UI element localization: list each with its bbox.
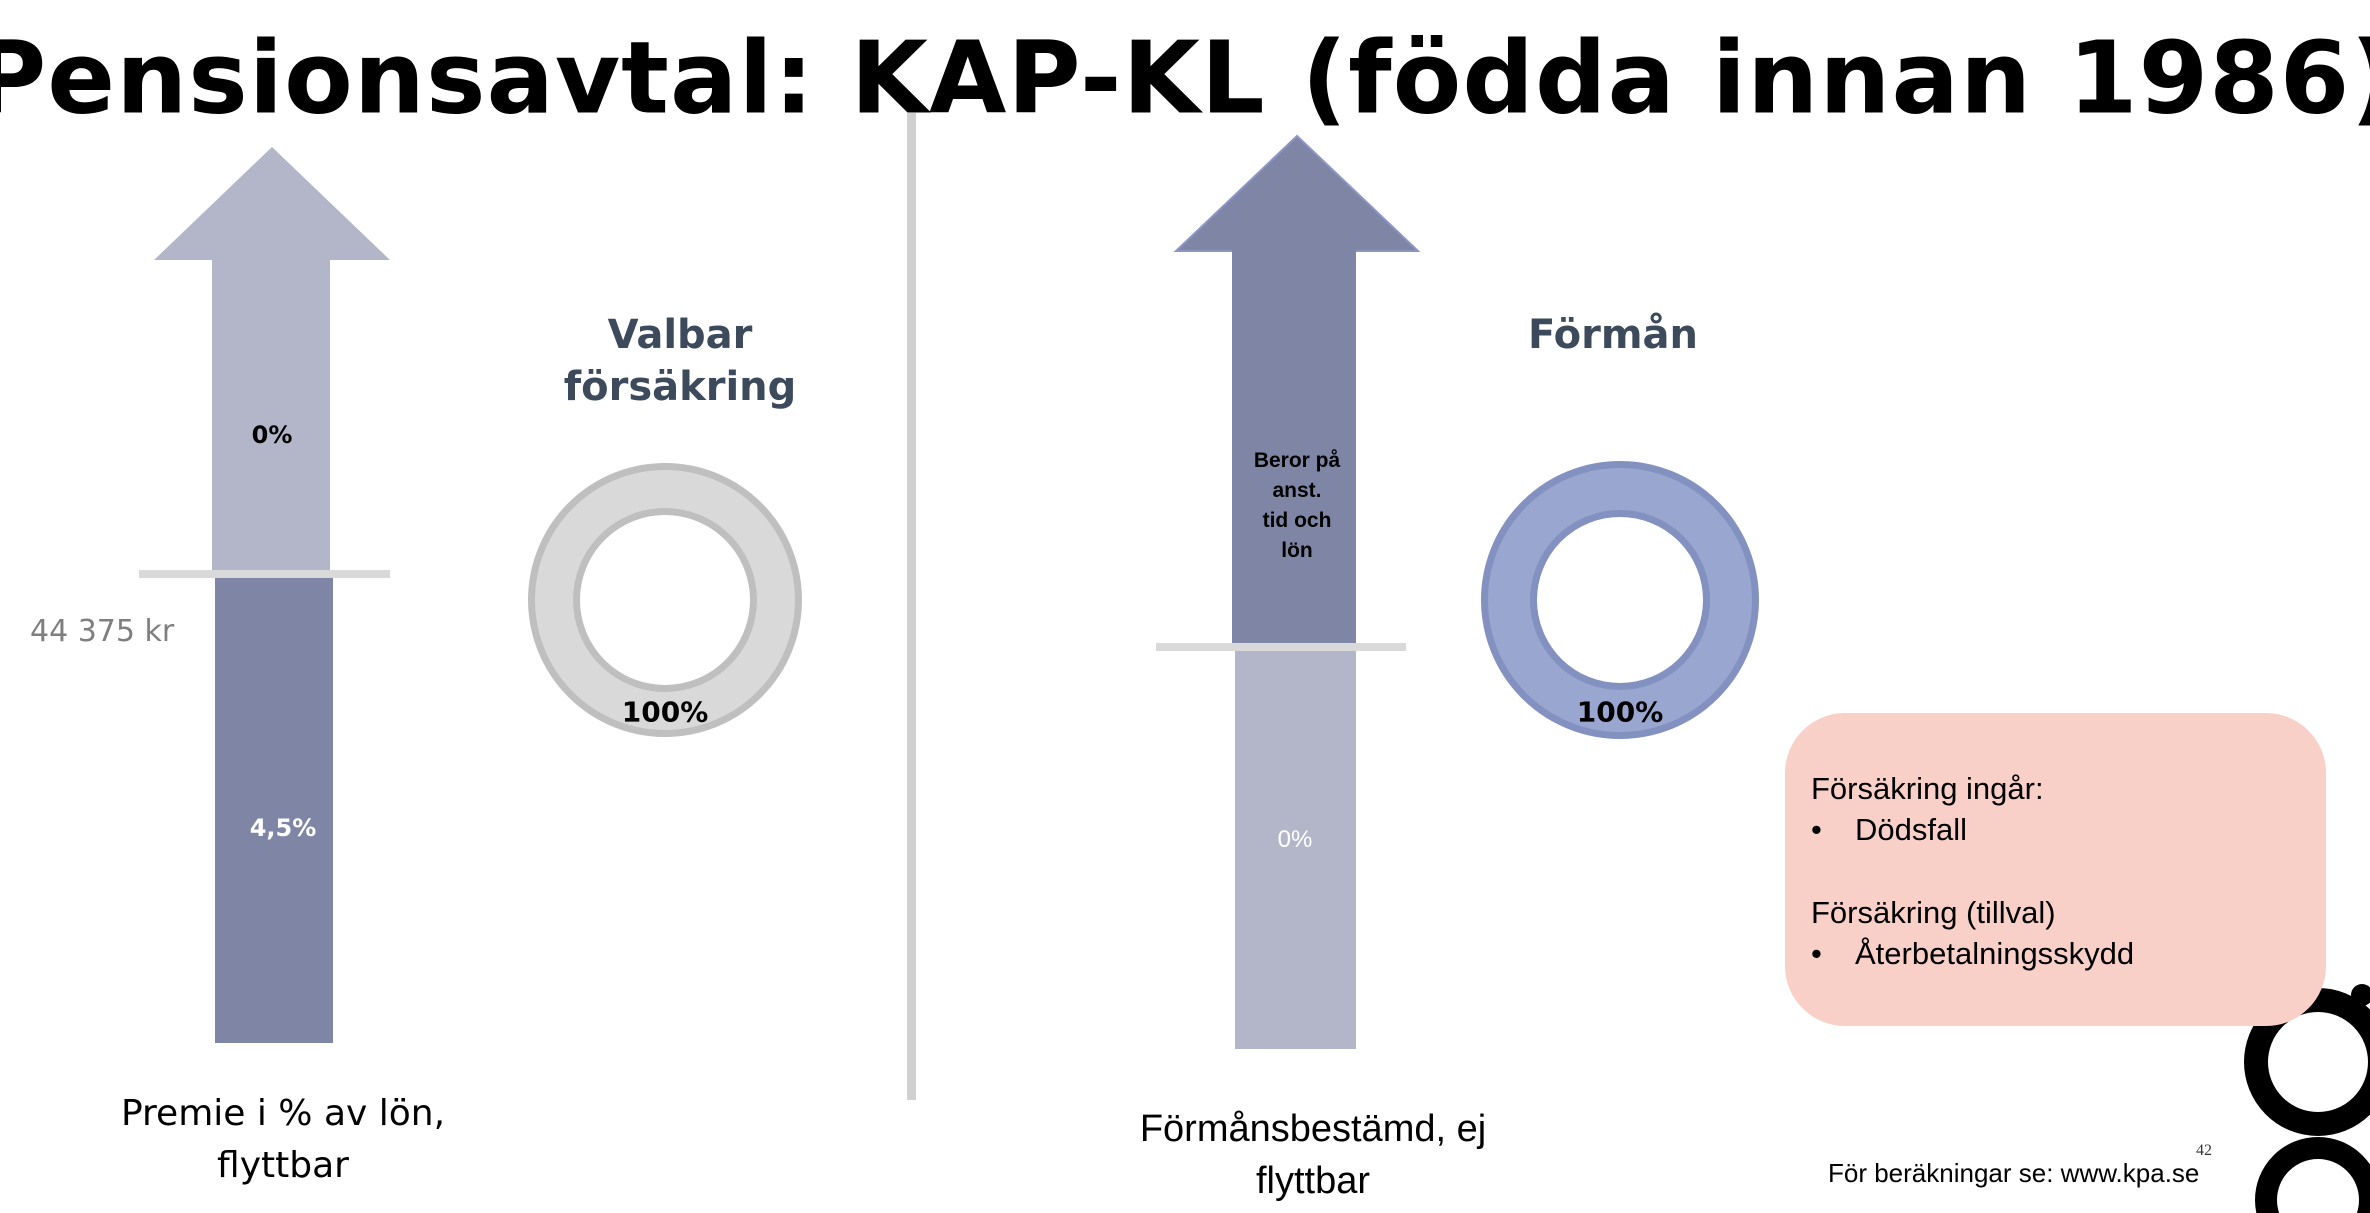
left-caption-line1: Premie i % av lön,	[120, 1093, 446, 1134]
left-arrow-head	[154, 147, 390, 260]
forman-ring	[1481, 461, 1759, 739]
right-caption-line2: flyttbar	[1255, 1160, 1371, 1202]
bullet-icon: •	[1811, 812, 1822, 847]
salary-threshold-label: 44 375 kr	[30, 614, 175, 649]
left-caption-line2: flyttbar	[217, 1145, 349, 1186]
right-arrow-upper-shaft	[1232, 249, 1356, 649]
right-caption: Förmånsbestämd, ej flyttbar	[1140, 1103, 1486, 1207]
right-upper-text-line: Beror på	[1253, 449, 1341, 472]
info-heading-optional: Försäkring (tillval)	[1811, 895, 2056, 930]
left-caption: Premie i % av lön, flyttbar	[121, 1088, 445, 1192]
page-number: 42	[2196, 1142, 2212, 1159]
info-item-text: Dödsfall	[1855, 812, 1967, 847]
forman-heading: Förmån	[1527, 312, 1699, 358]
valbar-heading-line2: försäkring	[563, 364, 797, 410]
info-item-dodsfall: • Dödsfall	[1811, 812, 1967, 848]
right-upper-text-line: anst.	[1272, 479, 1322, 502]
right-caption-line1: Förmånsbestämd, ej	[1139, 1108, 1487, 1150]
left-arrow-upper-shaft	[212, 258, 330, 576]
slide-title: Pensionsavtal: KAP-KL (födda innan 1986)	[0, 19, 2370, 137]
vertical-divider	[907, 113, 916, 1100]
valbar-heading-line1: Valbar	[607, 312, 753, 358]
left-premium-arrow	[139, 147, 390, 1043]
left-upper-percent: 0%	[251, 421, 293, 449]
valbar-ring-label: 100%	[621, 695, 709, 729]
bullet-icon: •	[1811, 936, 1822, 971]
right-upper-text: Beror på anst. tid och lön	[1254, 446, 1340, 566]
footer-reference: För beräkningar se: www.kpa.se	[1828, 1158, 2200, 1188]
right-benefit-arrow	[1156, 134, 1421, 1049]
info-item-text: Återbetalningsskydd	[1855, 936, 2135, 971]
info-item-aterbetalning: • Återbetalningsskydd	[1811, 936, 2134, 972]
info-heading-included: Försäkring ingår:	[1811, 771, 2044, 806]
valbar-ring	[528, 463, 802, 737]
right-upper-text-line: lön	[1281, 539, 1313, 562]
right-arrow-head	[1173, 134, 1421, 252]
left-threshold-line	[139, 570, 390, 578]
right-upper-text-line: tid och	[1262, 509, 1332, 532]
left-lower-percent: 4,5%	[249, 814, 317, 842]
brand-logo-circles	[2244, 984, 2370, 1213]
right-arrow-lower-shaft	[1235, 650, 1356, 1049]
right-threshold-line	[1156, 643, 1406, 651]
forman-ring-label: 100%	[1576, 695, 1664, 729]
valbar-heading: Valbar försäkring	[564, 309, 797, 413]
right-lower-percent: 0%	[1277, 826, 1313, 853]
left-arrow-lower-shaft	[215, 578, 333, 1043]
insurance-info-box	[1785, 713, 2326, 1026]
